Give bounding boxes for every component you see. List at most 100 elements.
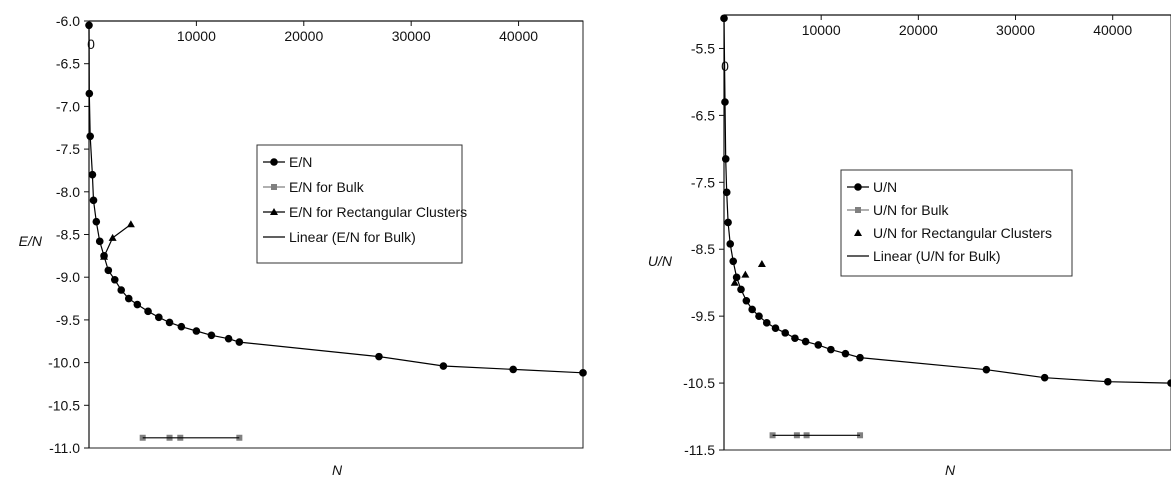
legend-box (840, 169, 1073, 277)
legend-label: E/N for Bulk (289, 179, 365, 195)
legend: E/N E/N for Bulk E/N for Rectangular Clust… (256, 144, 467, 264)
data-point (762, 319, 771, 327)
data-point (730, 278, 739, 286)
x-tick-label: 20000 (899, 22, 938, 38)
data-point (737, 285, 745, 294)
x-tick-label: 10000 (177, 28, 216, 44)
data-point (748, 305, 756, 314)
legend-item: Linear (E/N for Bulk) (263, 229, 416, 245)
y-tick-label: -7.5 (56, 141, 80, 157)
data-point (757, 259, 766, 267)
x-axis-title: N (332, 462, 343, 478)
data-point (133, 300, 142, 309)
legend-box (256, 144, 463, 264)
data-point (729, 257, 738, 266)
legend-marker (855, 207, 861, 213)
data-point (726, 240, 735, 248)
data-point (801, 337, 810, 346)
y-tick-label: -8.5 (56, 227, 80, 243)
legend-label: U/N for Rectangular Clusters (873, 225, 1052, 241)
y-tick-label: -11.5 (684, 442, 715, 458)
data-point (235, 338, 244, 346)
y-tick-label: -8.5 (691, 241, 715, 257)
data-point (439, 362, 448, 370)
data-point (92, 217, 101, 226)
y-axis-title: U/N (648, 253, 673, 269)
series-1 (720, 14, 1171, 387)
data-point (841, 349, 850, 358)
data-point (117, 286, 126, 294)
x-tick-label: 10000 (802, 22, 841, 38)
data-point (724, 218, 732, 227)
data-point (224, 334, 233, 343)
legend-item: U/N for Rectangular Clusters (854, 225, 1052, 241)
data-point (85, 89, 94, 98)
data-point (509, 365, 517, 374)
data-point (88, 170, 97, 179)
data-point (155, 313, 163, 322)
y-tick-label: -10.0 (48, 355, 80, 371)
data-point (771, 324, 780, 333)
x-tick-label: 30000 (996, 22, 1035, 38)
data-point (982, 365, 991, 374)
legend-item: U/N (847, 179, 897, 195)
series-3 (730, 259, 766, 286)
data-point (721, 98, 729, 106)
legend-label: Linear (U/N for Bulk) (873, 248, 1001, 264)
legend-label: U/N (873, 179, 897, 195)
y-tick-label: -6.0 (56, 13, 80, 29)
data-point (104, 266, 113, 275)
data-point (89, 196, 98, 205)
data-point (126, 220, 135, 228)
legend-marker (270, 158, 278, 166)
data-point (857, 432, 864, 439)
data-point (741, 270, 750, 278)
data-point (769, 432, 776, 439)
legend-marker (270, 208, 278, 215)
legend-marker (854, 183, 862, 191)
data-point (236, 434, 243, 441)
x-tick-label: 40000 (499, 28, 538, 44)
data-point (165, 318, 174, 327)
y-axis-title: E/N (19, 233, 43, 249)
data-point (781, 329, 790, 337)
data-point (124, 294, 133, 303)
y-tick-label: -11.0 (49, 440, 80, 456)
legend-label: E/N (289, 154, 312, 170)
legend: U/N U/N for Bulk U/N for Rectangular Clust… (840, 169, 1073, 277)
x-tick-label: 30000 (392, 28, 431, 44)
y-tick-label: -7.5 (691, 174, 715, 190)
data-point (856, 353, 864, 362)
data-point (100, 252, 109, 260)
data-point (108, 233, 117, 241)
data-point (1040, 373, 1049, 382)
data-point (721, 155, 730, 163)
origin-annotation: 0 (87, 36, 95, 52)
y-tick-label: -9.5 (56, 312, 80, 328)
data-point (1104, 377, 1112, 386)
data-point (85, 21, 93, 30)
data-point (814, 341, 823, 349)
y-tick-label: -5.5 (691, 40, 715, 56)
y-tick-label: -10.5 (683, 375, 715, 391)
data-point (720, 14, 728, 23)
data-point (177, 322, 186, 331)
data-point (192, 327, 201, 335)
data-point (827, 345, 835, 354)
data-point (755, 312, 763, 320)
legend-label: U/N for Bulk (873, 202, 949, 218)
y-tick-label: -6.5 (56, 56, 80, 72)
data-point (207, 331, 216, 340)
legend-item: E/N for Rectangular Clusters (263, 204, 467, 220)
data-point (722, 188, 731, 197)
data-point (742, 296, 751, 305)
legend-item: E/N (263, 154, 312, 170)
y-tick-label: -9.0 (56, 269, 80, 285)
legend-label: E/N for Rectangular Clusters (289, 204, 467, 220)
y-tick-label: -7.0 (56, 98, 80, 114)
legend-item: U/N for Bulk (847, 202, 949, 218)
data-point (95, 237, 104, 246)
legend-label: Linear (E/N for Bulk) (289, 229, 416, 245)
x-axis-title: N (945, 462, 956, 478)
y-tick-label: -8.0 (56, 184, 80, 200)
